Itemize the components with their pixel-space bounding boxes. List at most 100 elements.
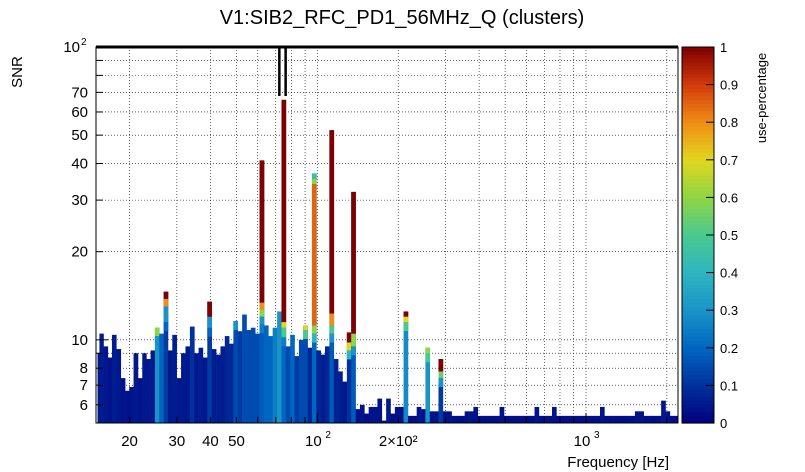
colorbar-label: use-percentage [754,53,769,143]
heatmap-column [543,415,548,423]
heatmap-column [482,415,487,423]
heatmap-column [434,411,439,423]
heatmap-column [661,400,666,423]
heatmap-cell [259,309,265,317]
heatmap-column [172,334,177,423]
x-decade-exponent: 3 [594,430,600,441]
heatmap-column [346,332,352,423]
x-decade-label: 10 [305,433,322,450]
colorbar-segment [682,359,714,364]
y-tick-label: 30 [71,192,88,209]
heatmap-cell [311,325,317,334]
colorbar-tick-label: 0.6 [720,190,738,205]
heatmap-cell [403,316,409,323]
heatmap-column [530,415,535,423]
colorbar-segment [682,389,714,394]
heatmap-column [207,301,213,423]
colorbar-segment [682,95,714,101]
colorbar-segment [682,355,714,360]
heatmap-cell [163,322,169,332]
heatmap-column [377,398,383,423]
heatmap-cell [163,306,169,323]
colorbar-segment [682,212,714,217]
colorbar-segment [682,261,714,266]
heatmap-column [120,378,126,423]
colorbar-segment [682,216,714,221]
colorbar-segment [682,302,714,308]
heatmap-column [538,415,544,423]
heatmap-column [674,415,679,423]
heatmap-column [560,415,566,423]
heatmap-cell [281,99,287,323]
colorbar-tick-label: 0.5 [720,228,738,243]
heatmap-column [547,415,553,423]
colorbar-segment [682,242,714,247]
heatmap-cell [281,322,287,328]
heatmap-cell [303,330,308,340]
heatmap-cell [207,327,213,337]
colorbar-segment [682,313,714,319]
colorbar-segment [682,88,714,93]
colorbar-segment [682,84,714,89]
colorbar-segment [682,257,714,262]
heatmap-column [373,406,378,423]
colorbar-segment [682,336,714,341]
heatmap-column [107,357,113,423]
heatmap-column [669,415,675,423]
colorbar-tick-label: 0.8 [720,115,738,130]
colorbar-segment [682,223,714,229]
heatmap-column [368,406,374,423]
heatmap-column [582,415,588,423]
heatmap-column [163,291,169,423]
heatmap-column [464,411,470,423]
heatmap-column [154,327,160,423]
heatmap-cell [207,316,213,328]
heatmap-column [194,353,199,423]
colorbar-segment [682,99,714,104]
colorbar-segment [682,227,714,232]
colorbar-segment [682,174,714,180]
heatmap-column [125,390,130,423]
heatmap-column [460,415,465,423]
heatmap-column [116,349,122,423]
colorbar-segment [682,201,714,206]
colorbar-segment [682,118,714,123]
heatmap-cell [438,378,444,388]
colorbar-segment [682,329,714,334]
heatmap-column [202,357,208,423]
colorbar-segment [682,54,714,59]
heatmap-cell [425,353,431,363]
heatmap-column [438,359,444,423]
heatmap-cell [403,311,409,317]
heatmap-cell [403,322,409,332]
x-tick-label: 40 [202,433,219,450]
y-tick-label: 8 [80,360,88,377]
heatmap-column [263,325,269,423]
heatmap-column [355,409,361,423]
heatmap-column [621,415,627,423]
heatmap-column [316,350,321,423]
x-decade-exponent: 2 [325,430,331,441]
heatmap-cell [259,302,265,310]
heatmap-column [534,406,540,423]
heatmap-column [272,327,278,423]
heatmap-column [142,353,147,423]
heatmap-column [648,415,653,423]
heatmap-column [521,415,527,423]
heatmap-column [512,415,518,423]
heatmap-cell [346,332,352,343]
y-axis-label: SNR [9,56,26,88]
colorbar-segment [682,92,714,97]
heatmap-column [242,314,247,423]
colorbar-segment [682,404,714,409]
heatmap-column [586,415,592,423]
y-tick-label: 70 [71,84,88,101]
heatmap-column [591,415,596,423]
heatmap-cell [329,325,335,334]
colorbar-segment [682,325,714,330]
heatmap-column [486,415,492,423]
heatmap-column [97,353,100,423]
y-tick-label: 50 [71,127,88,144]
heatmap-column [198,347,204,423]
